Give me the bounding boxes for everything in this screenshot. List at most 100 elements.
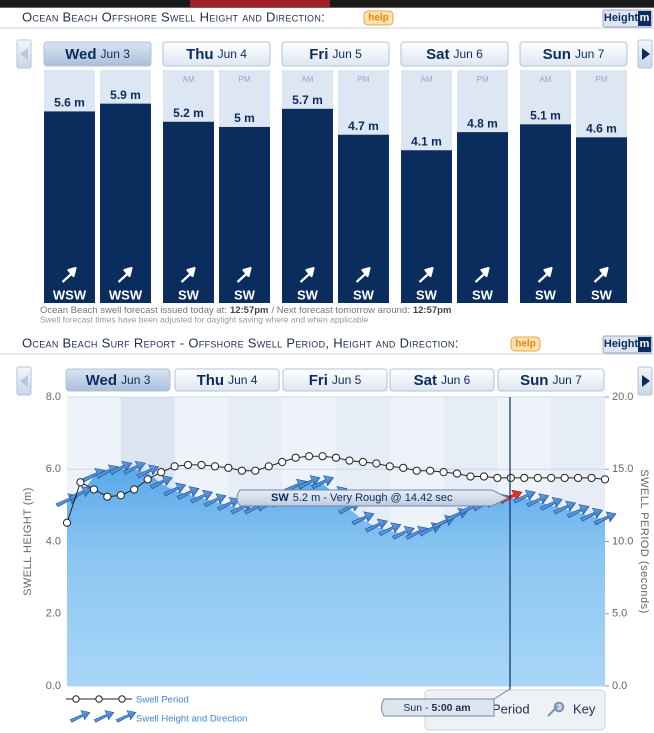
direction-arrow xyxy=(580,507,604,522)
day-name: Sat xyxy=(414,372,437,389)
period-point xyxy=(197,460,206,470)
day-tab[interactable] xyxy=(174,368,280,392)
nav-next-icon xyxy=(642,375,650,387)
period-point xyxy=(318,452,327,461)
period-point xyxy=(479,472,489,481)
period-point xyxy=(103,492,112,501)
day-name: Fri xyxy=(309,46,328,63)
day-tab[interactable] xyxy=(519,41,628,67)
day-name: Wed xyxy=(65,46,96,63)
day-name: Sun xyxy=(520,372,548,389)
period-point xyxy=(385,462,394,471)
direction-arrow xyxy=(512,489,536,504)
forecast-footnote: Swell forecast times have been adjusted … xyxy=(40,314,369,324)
bar-value-label: 5.2 m xyxy=(173,106,204,120)
day-date: Jun 6 xyxy=(453,47,483,61)
period-point xyxy=(116,491,125,500)
day-tab[interactable] xyxy=(43,41,152,67)
day-tab-label: Thu Jun 4 xyxy=(197,372,258,389)
tooltip-direction: SW xyxy=(271,492,289,504)
help-badge[interactable] xyxy=(363,10,394,26)
day-name: Wed xyxy=(86,372,117,389)
period-label: AM xyxy=(302,75,314,84)
direction-label: WSW xyxy=(109,287,143,302)
direction-label: SW xyxy=(535,287,557,302)
unit-button-unit-bg xyxy=(638,11,651,26)
y-tick-label: 0.0 xyxy=(46,680,61,692)
y2-tick-label: 0.0 xyxy=(612,680,627,692)
bar-value-label: 5.9 m xyxy=(110,88,141,102)
day-name: Sun xyxy=(543,46,571,63)
day-date: Jun 3 xyxy=(121,373,151,387)
period-point xyxy=(76,478,85,487)
day-tab-label: Sun Jun 7 xyxy=(520,372,582,389)
direction-label: SW xyxy=(297,287,319,302)
bar-value-label: 4.6 m xyxy=(586,121,617,135)
period-point xyxy=(224,463,233,472)
day-date: Jun 6 xyxy=(441,373,471,387)
period-point xyxy=(452,469,462,478)
day-tab[interactable] xyxy=(162,41,271,67)
period-label: AM xyxy=(421,75,433,84)
direction-arrow xyxy=(69,486,92,500)
day-tab[interactable] xyxy=(281,41,390,67)
day-tab-label: Thu Jun 4 xyxy=(186,46,247,63)
period-point xyxy=(237,466,246,475)
direction-arrow xyxy=(351,511,375,526)
unit-button-label: Height xyxy=(604,338,639,350)
key-label[interactable]: Key xyxy=(573,701,596,716)
period-point xyxy=(520,473,529,483)
day-name: Thu xyxy=(186,46,214,63)
section-title: Ocean Beach Offshore Swell Height and Di… xyxy=(22,9,325,24)
help-text: help xyxy=(515,339,536,350)
day-tab[interactable] xyxy=(497,368,605,392)
direction-arrow xyxy=(364,518,388,533)
period-point xyxy=(291,453,300,462)
direction-label: SW xyxy=(178,287,200,302)
day-tab[interactable] xyxy=(400,41,509,67)
period-point xyxy=(305,452,314,461)
period-point xyxy=(574,473,583,483)
direction-label: WSW xyxy=(53,287,87,302)
period-label: AM xyxy=(183,75,195,84)
forecast-note: Ocean Beach swell forecast issued today … xyxy=(40,305,451,316)
forecast-note-part: 12:57pm xyxy=(230,305,269,316)
day-name: Fri xyxy=(309,372,328,389)
legend-period-point xyxy=(72,695,80,703)
period-point xyxy=(493,473,502,483)
direction-arrow xyxy=(190,489,214,504)
direction-arrow xyxy=(163,482,187,497)
day-tab[interactable] xyxy=(65,368,171,392)
direction-label: SW xyxy=(416,287,438,302)
day-tab-label: Wed Jun 3 xyxy=(65,46,130,63)
period-point xyxy=(412,466,421,475)
direction-arrow xyxy=(593,266,609,283)
bar xyxy=(282,108,333,303)
period-point xyxy=(358,457,367,467)
cursor-day: Sun - xyxy=(403,702,429,714)
bar xyxy=(520,124,571,303)
legend-height-arrow xyxy=(115,710,137,723)
direction-arrow xyxy=(526,493,550,508)
period-point xyxy=(547,473,556,483)
direction-arrow xyxy=(378,522,402,537)
direction-arrow xyxy=(176,486,200,500)
section-title: Ocean Beach Surf Report - Offshore Swell… xyxy=(22,335,459,350)
period-point xyxy=(600,475,610,484)
key-period[interactable]: Period xyxy=(492,701,530,716)
period-point xyxy=(183,460,193,470)
day-tab[interactable] xyxy=(282,368,388,392)
banner-accent xyxy=(190,0,330,7)
legend-label: Swell Period xyxy=(136,695,189,706)
direction-arrow xyxy=(391,525,415,540)
help-badge[interactable] xyxy=(510,336,541,352)
day-tab-label: Wed Jun 3 xyxy=(86,372,151,389)
direction-arrow xyxy=(311,475,335,490)
day-name: Thu xyxy=(197,372,225,389)
direction-arrow xyxy=(109,460,133,475)
unit-button-unit: m xyxy=(640,338,650,350)
period-point xyxy=(345,456,354,465)
forecast-note-part: Ocean Beach swell forecast issued today … xyxy=(40,305,227,316)
day-tab[interactable] xyxy=(389,368,495,392)
direction-arrow xyxy=(566,504,590,518)
